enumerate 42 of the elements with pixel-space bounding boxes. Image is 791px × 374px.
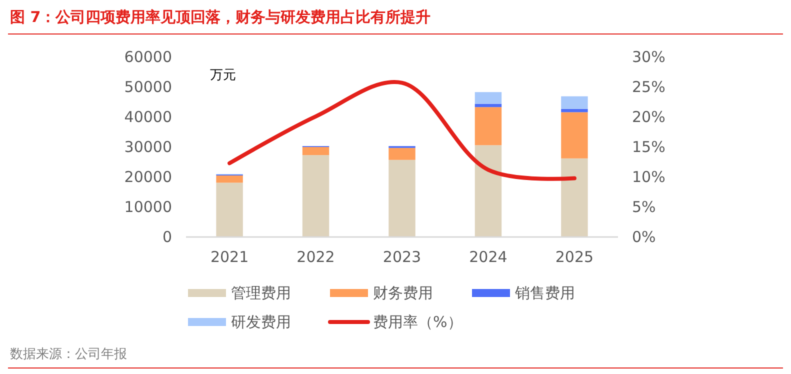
bar: [561, 158, 588, 237]
chart-title: 图 7：公司四项费用率见顶回落，财务与研发费用占比有所提升: [10, 8, 431, 26]
x-tick-label: 2025: [555, 248, 594, 266]
y-tick-label: 20000: [124, 168, 172, 186]
y-tick-label: 50000: [124, 78, 172, 96]
x-tick-label: 2024: [469, 248, 508, 266]
bar: [561, 108, 588, 112]
y-tick-label: 60000: [124, 48, 172, 66]
bar: [216, 182, 243, 237]
bar: [302, 155, 330, 237]
x-tick-label: 2021: [210, 248, 249, 266]
bar: [474, 107, 502, 146]
y-tick-label: 30000: [124, 138, 172, 156]
bar: [474, 104, 502, 108]
line-series: [228, 80, 576, 181]
y2-tick-label: 30%: [632, 48, 666, 66]
y2-tick-label: 5%: [632, 198, 656, 216]
y-tick-label: 0: [162, 228, 172, 246]
legend-label: 销售费用: [514, 284, 575, 302]
source-note: 数据来源：公司年报: [10, 347, 127, 362]
x-tick-label: 2023: [382, 248, 422, 266]
legend-label: 费用率（%）: [373, 313, 462, 331]
bar: [474, 145, 502, 237]
bar: [388, 148, 416, 160]
y2-tick-label: 25%: [632, 78, 666, 96]
bar: [216, 176, 243, 183]
x-tick-label: 2022: [296, 248, 335, 266]
y-tick-label: 10000: [124, 198, 172, 216]
y2-tick-label: 0%: [632, 228, 656, 246]
y-tick-label: 40000: [124, 108, 172, 126]
bar: [561, 112, 588, 158]
y2-tick-label: 20%: [632, 108, 666, 126]
bar: [388, 160, 416, 237]
bar: [474, 92, 502, 104]
legend-label: 管理费用: [231, 284, 291, 302]
y2-tick-label: 15%: [632, 138, 666, 156]
y2-tick-label: 10%: [632, 168, 666, 186]
bar: [561, 96, 588, 109]
legend-label: 研发费用: [231, 313, 291, 331]
y-axis-title: 万元: [210, 68, 236, 83]
legend-label: 财务费用: [373, 284, 433, 302]
bar: [302, 147, 330, 156]
